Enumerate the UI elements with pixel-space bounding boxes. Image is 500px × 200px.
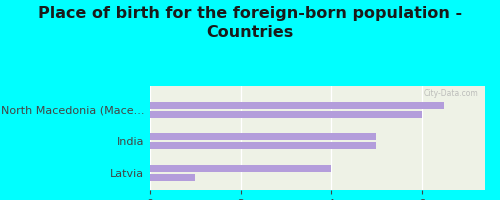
Bar — [150, 142, 376, 149]
Bar — [150, 111, 421, 118]
Text: Place of birth for the foreign-born population -
Countries: Place of birth for the foreign-born popu… — [38, 6, 462, 40]
Bar — [150, 133, 376, 140]
Bar — [150, 102, 444, 109]
Bar — [150, 174, 196, 181]
Bar — [150, 165, 331, 172]
Text: City-Data.com: City-Data.com — [424, 89, 478, 98]
